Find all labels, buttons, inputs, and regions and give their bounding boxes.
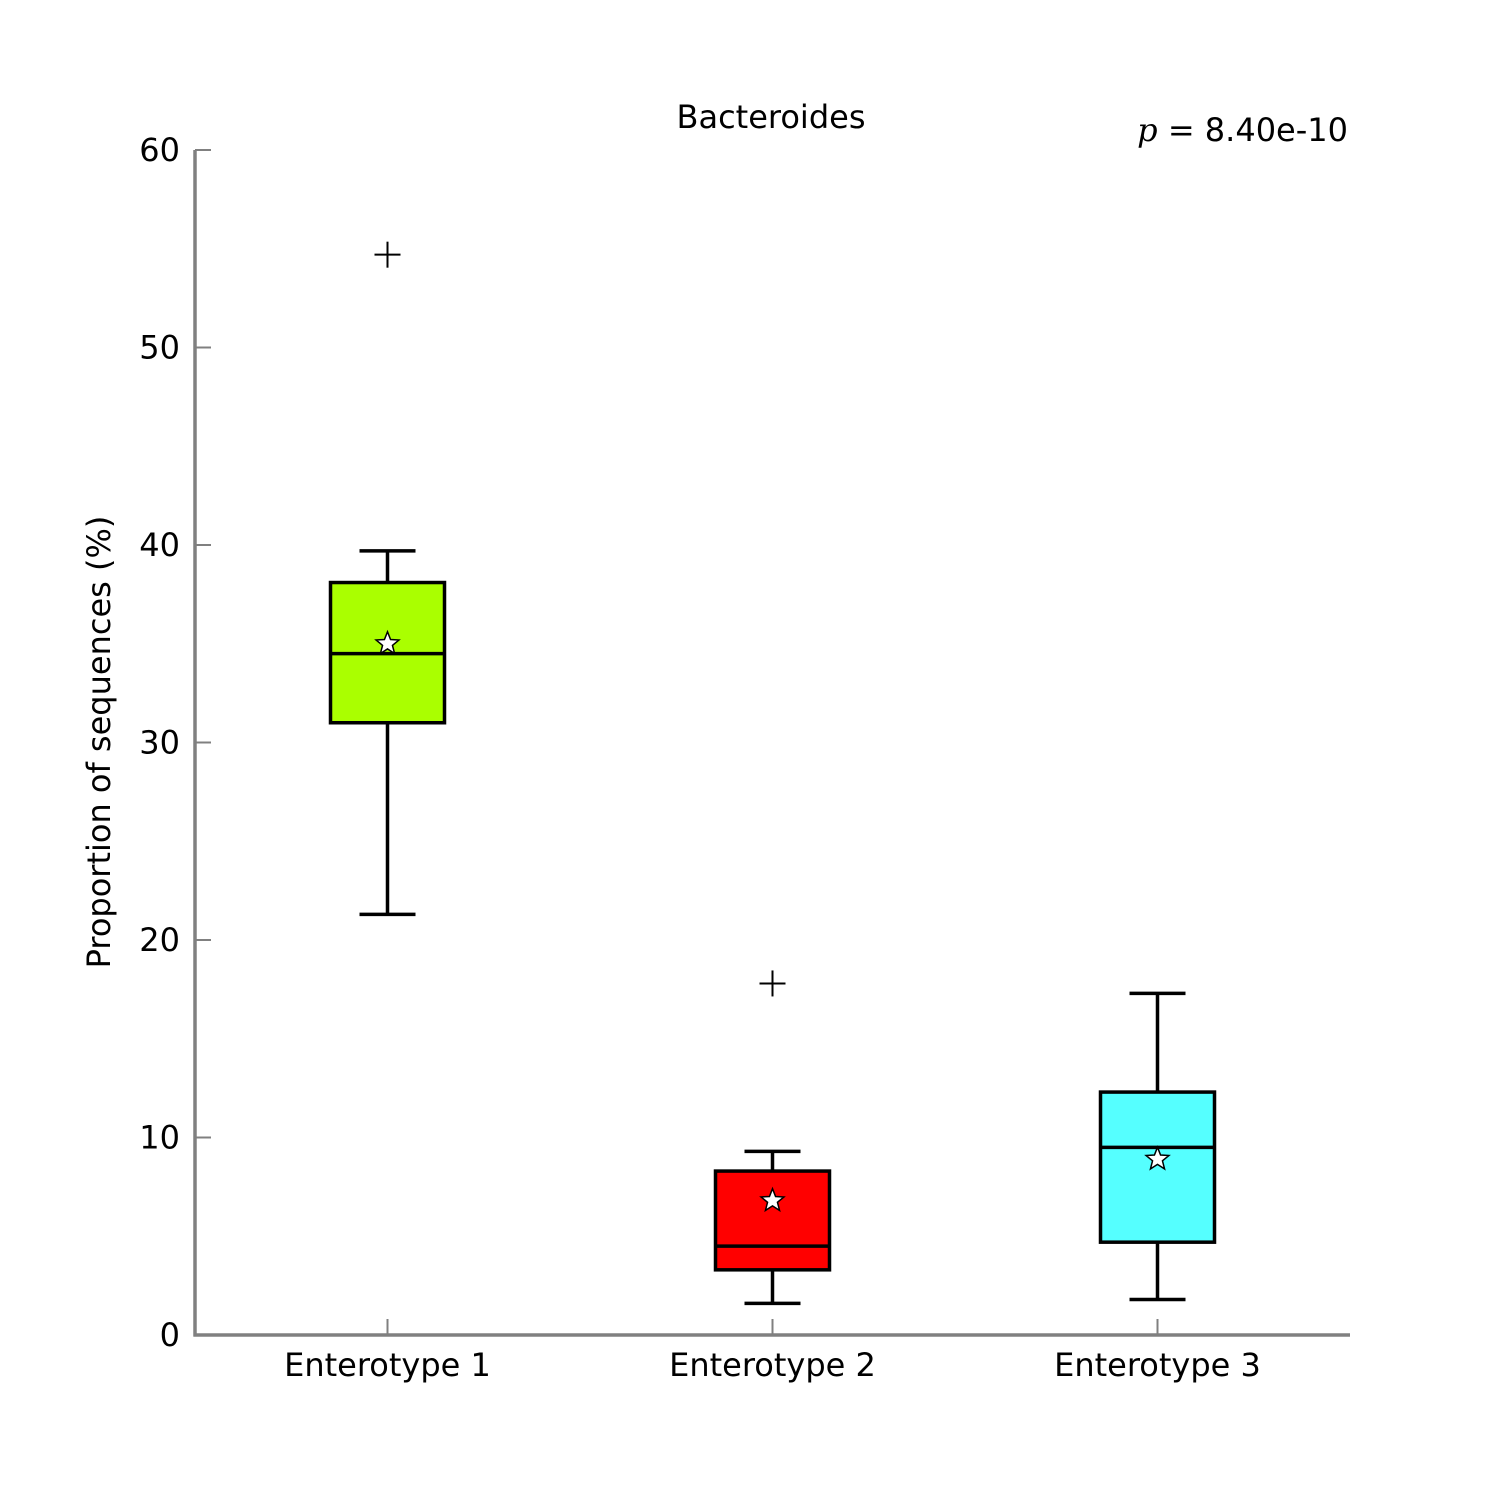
y-tick-label: 0: [160, 1316, 180, 1354]
mean-star-marker: [374, 629, 401, 656]
axes: 0 10 20 30 40 50 60 Enterotype 1 Enterotype 2 Ent…: [139, 131, 1350, 1384]
x-tick-label: Enterotype 3: [1054, 1346, 1261, 1384]
y-axis-label: Proportion of sequences (%): [80, 516, 118, 969]
y-tick-label: 30: [139, 724, 180, 762]
mean-star-marker: [759, 1186, 786, 1213]
x-tick-label: Enterotype 2: [669, 1346, 876, 1384]
x-tick-label: Enterotype 1: [284, 1346, 491, 1384]
outlier-marker: [759, 970, 786, 997]
chart-title: Bacteroides: [677, 98, 866, 136]
box-group: [713, 970, 832, 1306]
p-value-annotation: p = 8.40e-10: [1137, 111, 1348, 149]
boxes: [328, 241, 1217, 1306]
y-tick-label: 50: [139, 329, 180, 367]
p-value-symbol: p: [1137, 111, 1157, 149]
y-tick-label: 20: [139, 921, 180, 959]
y-tick-label: 60: [139, 131, 180, 169]
box-group: [1098, 991, 1217, 1302]
box-group: [328, 241, 447, 917]
mean-star-marker: [1144, 1145, 1171, 1171]
outlier-marker: [374, 241, 401, 268]
iqr-box: [713, 1169, 832, 1272]
iqr-box: [1098, 1090, 1217, 1244]
p-value-text: = 8.40e-10: [1158, 111, 1348, 149]
y-tick-label: 10: [139, 1119, 180, 1157]
y-tick-label: 40: [139, 526, 180, 564]
